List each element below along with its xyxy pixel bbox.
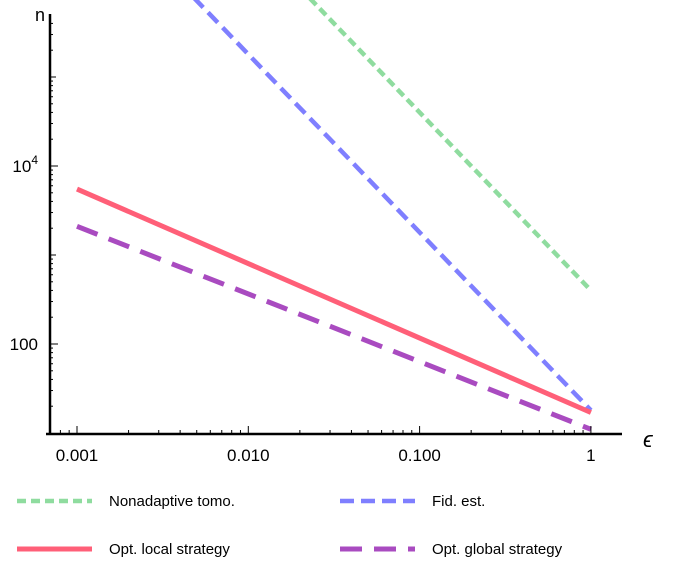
legend: Nonadaptive tomo. Fid. est. Opt. local str… xyxy=(17,493,563,558)
legend-label-3: Opt. global strategy xyxy=(432,541,563,558)
x-axis-label: ϵ xyxy=(643,427,654,452)
series-line-1 xyxy=(192,0,593,412)
series-line-2 xyxy=(76,186,592,415)
legend-item-2: Opt. local strategy xyxy=(17,541,230,558)
legend-label-0: Nonadaptive tomo. xyxy=(109,493,235,510)
x-tick-label-0: 0.001 xyxy=(56,446,99,465)
legend-item-3: Opt. global strategy xyxy=(340,541,563,558)
series-line-3 xyxy=(76,223,592,432)
x-tick-label-1: 0.010 xyxy=(227,446,270,465)
legend-item-1: Fid. est. xyxy=(340,493,485,510)
legend-label-2: Opt. local strategy xyxy=(109,541,230,558)
legend-item-0: Nonadaptive tomo. xyxy=(17,493,235,510)
axes xyxy=(46,14,622,436)
ticks xyxy=(50,22,592,434)
x-tick-label-2: 0.100 xyxy=(398,446,441,465)
series-line-0 xyxy=(308,0,593,292)
y-tick-label-0: 100 xyxy=(10,335,38,354)
y-tick-label-1: 104 xyxy=(12,153,38,176)
legend-label-1: Fid. est. xyxy=(432,493,485,510)
y-axis-label: n xyxy=(35,5,45,25)
plot-lines xyxy=(76,0,593,432)
x-tick-label-3: 1 xyxy=(586,446,595,465)
